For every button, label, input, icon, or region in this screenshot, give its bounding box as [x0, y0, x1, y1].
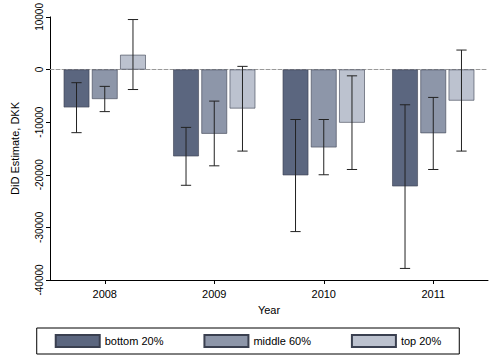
svg-text:2008: 2008	[93, 288, 117, 300]
svg-text:DiD Estimate, DKK: DiD Estimate, DKK	[9, 101, 21, 195]
svg-text:0: 0	[34, 66, 45, 72]
svg-text:2010: 2010	[312, 288, 336, 300]
svg-text:top 20%: top 20%	[401, 335, 442, 347]
svg-text:-40000: -40000	[34, 264, 45, 296]
svg-text:Year: Year	[258, 304, 281, 316]
svg-text:10000: 10000	[34, 3, 45, 31]
svg-text:-10000: -10000	[34, 106, 45, 138]
svg-text:-30000: -30000	[34, 211, 45, 243]
svg-text:bottom 20%: bottom 20%	[105, 335, 164, 347]
svg-text:middle 60%: middle 60%	[253, 335, 311, 347]
svg-text:2011: 2011	[421, 288, 445, 300]
svg-text:2009: 2009	[202, 288, 226, 300]
svg-text:-20000: -20000	[34, 159, 45, 191]
